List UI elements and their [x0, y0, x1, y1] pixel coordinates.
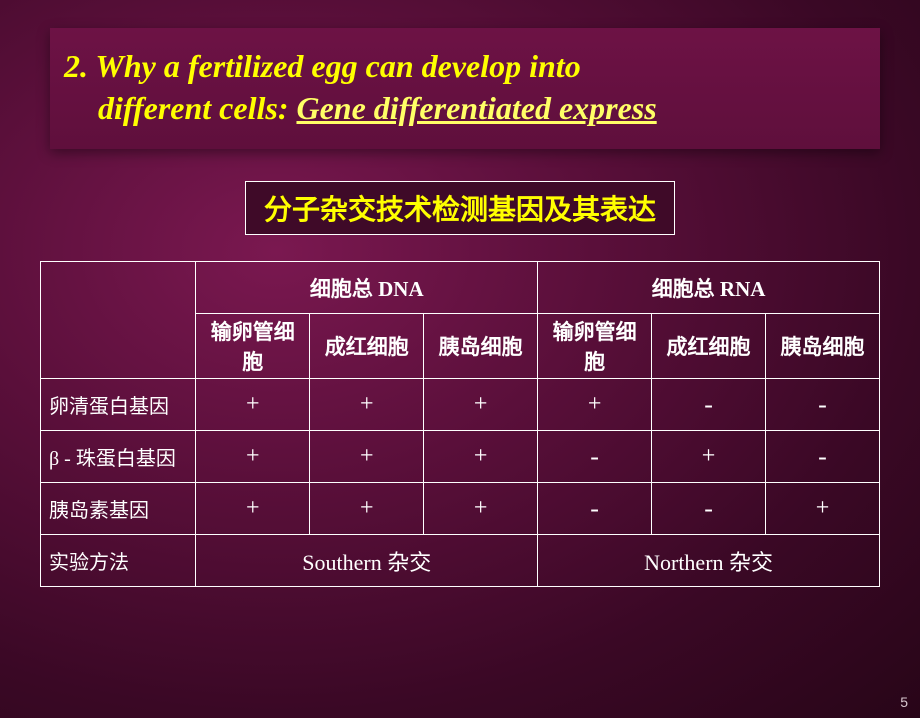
cell: +	[196, 379, 310, 431]
method-southern: Southern 杂交	[196, 535, 538, 587]
table-row: 卵清蛋白基因 + + + + - -	[41, 379, 880, 431]
cell: -	[652, 379, 766, 431]
cell: +	[538, 379, 652, 431]
cell: +	[310, 483, 424, 535]
row-label: 胰岛素基因	[41, 483, 196, 535]
method-northern: Northern 杂交	[538, 535, 880, 587]
title-text-1: Why a fertilized egg can develop into	[95, 48, 580, 84]
title-box: 2. Why a fertilized egg can develop into…	[50, 28, 880, 149]
cell: +	[196, 483, 310, 535]
sub-header: 成红细胞	[310, 314, 424, 379]
table-row: β - 珠蛋白基因 + + + - + -	[41, 431, 880, 483]
sub-header: 输卵管细胞	[538, 314, 652, 379]
subtitle: 分子杂交技术检测基因及其表达	[245, 181, 675, 235]
table-container: 细胞总 DNA 细胞总 RNA 输卵管细胞 成红细胞 胰岛细胞 输卵管细胞 成红…	[40, 261, 880, 587]
group-header-dna: 细胞总 DNA	[196, 262, 538, 314]
cell: -	[538, 431, 652, 483]
title-prefix: 2.	[64, 48, 95, 84]
row-label: β - 珠蛋白基因	[41, 431, 196, 483]
cell: -	[652, 483, 766, 535]
cell: +	[310, 431, 424, 483]
title-text-2a: different cells:	[98, 90, 296, 126]
cell: +	[424, 431, 538, 483]
gene-expression-table: 细胞总 DNA 细胞总 RNA 输卵管细胞 成红细胞 胰岛细胞 输卵管细胞 成红…	[40, 261, 880, 587]
sub-header: 成红细胞	[652, 314, 766, 379]
sub-header: 输卵管细胞	[196, 314, 310, 379]
row-label: 卵清蛋白基因	[41, 379, 196, 431]
subtitle-container: 分子杂交技术检测基因及其表达	[0, 181, 920, 235]
method-row: 实验方法 Southern 杂交 Northern 杂交	[41, 535, 880, 587]
header-row-1: 细胞总 DNA 细胞总 RNA	[41, 262, 880, 314]
cell: +	[765, 483, 879, 535]
cell: +	[424, 483, 538, 535]
table-row: 胰岛素基因 + + + - - +	[41, 483, 880, 535]
sub-header: 胰岛细胞	[424, 314, 538, 379]
cell: -	[538, 483, 652, 535]
title-link[interactable]: Gene differentiated express	[296, 90, 656, 126]
method-label: 实验方法	[41, 535, 196, 587]
group-header-rna: 细胞总 RNA	[538, 262, 880, 314]
cell: +	[196, 431, 310, 483]
corner-cell	[41, 262, 196, 379]
cell: +	[424, 379, 538, 431]
cell: -	[765, 379, 879, 431]
cell: -	[765, 431, 879, 483]
title-line-2: different cells: Gene differentiated exp…	[64, 88, 866, 130]
cell: +	[310, 379, 424, 431]
page-number: 5	[900, 694, 908, 710]
title-line-1: 2. Why a fertilized egg can develop into	[64, 46, 866, 88]
cell: +	[652, 431, 766, 483]
sub-header: 胰岛细胞	[765, 314, 879, 379]
